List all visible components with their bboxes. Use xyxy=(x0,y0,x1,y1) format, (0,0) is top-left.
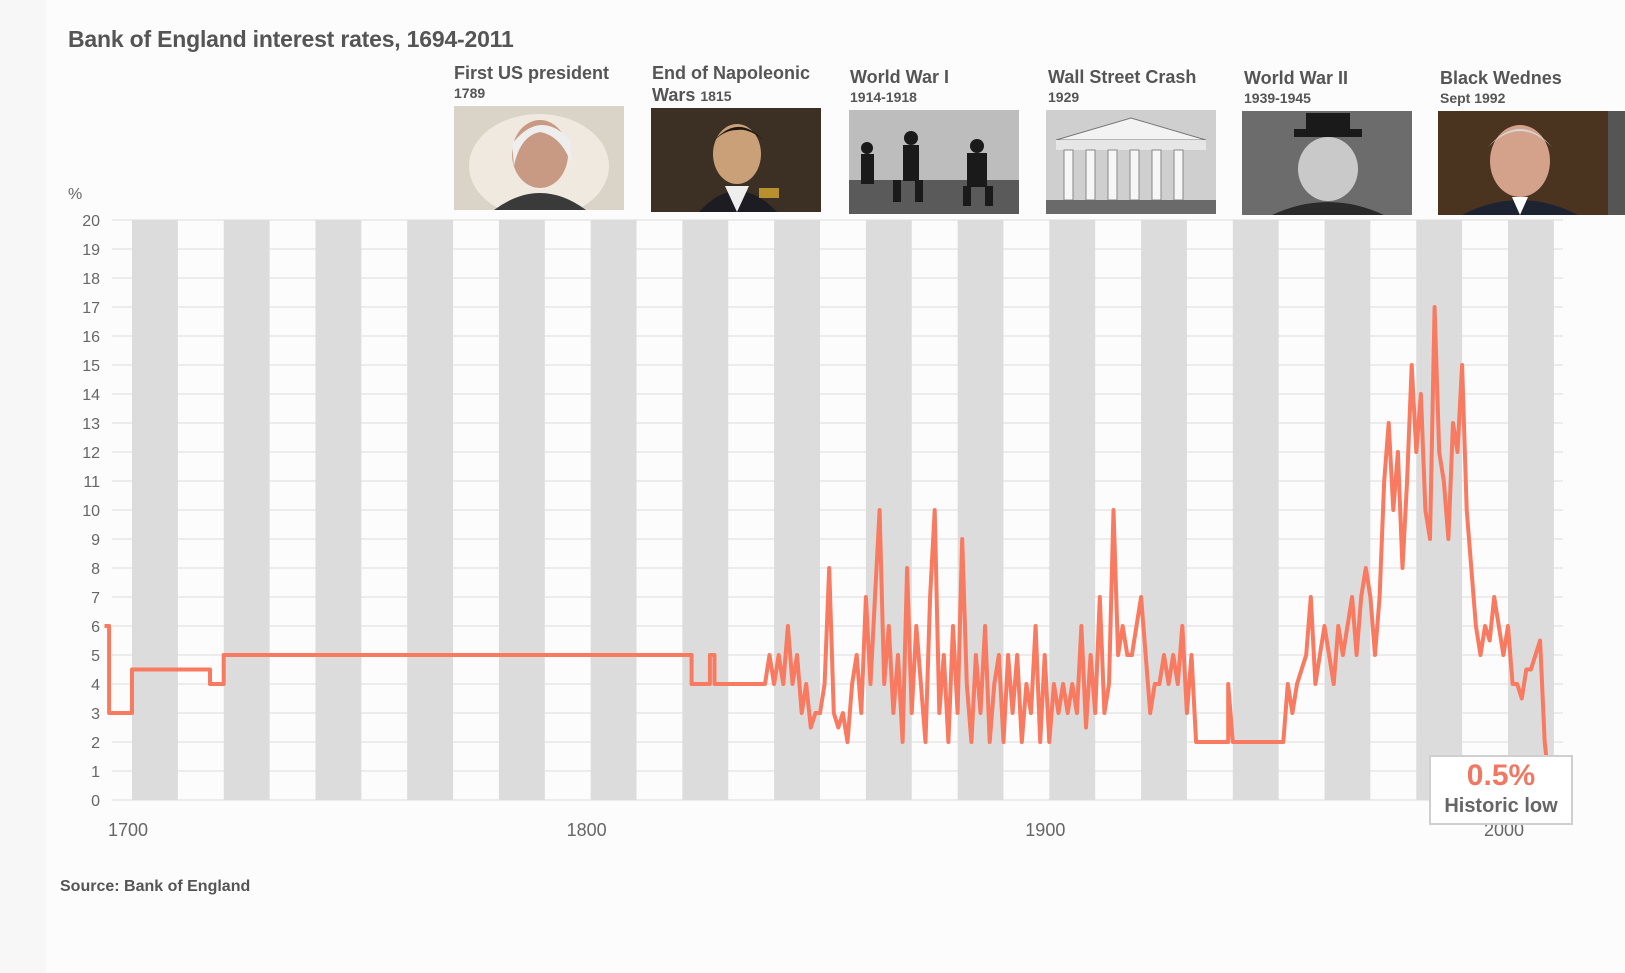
event-first-us-president: First US president 1789 xyxy=(454,62,609,102)
gridlines xyxy=(112,219,1563,801)
y-tick-label: 3 xyxy=(91,706,100,723)
annotation-text: Historic low xyxy=(1444,795,1558,817)
event-label: World War II xyxy=(1244,68,1349,88)
x-tick-label: 2000 xyxy=(1484,820,1524,840)
y-tick-label: 12 xyxy=(82,445,100,462)
photo-world-war-1 xyxy=(849,110,1019,214)
photo-wall-street xyxy=(1046,110,1216,214)
x-tick-label: 1700 xyxy=(108,820,148,840)
y-tick-label: 9 xyxy=(91,532,100,549)
y-tick-label: 20 xyxy=(82,213,100,230)
y-tick-label: 18 xyxy=(82,271,100,288)
event-date: 1914-1918 xyxy=(850,89,917,105)
y-tick-label: 8 xyxy=(91,561,100,578)
y-tick-label: 16 xyxy=(82,329,100,346)
y-tick-label: 5 xyxy=(91,648,100,665)
photo-washington xyxy=(454,106,624,210)
event-label: First US president xyxy=(454,63,610,83)
event-label-2: Wars 1815 xyxy=(652,85,732,105)
y-tick-label: 13 xyxy=(82,416,100,433)
event-label: End of Napoleonic xyxy=(652,63,811,83)
x-tick-labels: 1700 1800 1900 2000 xyxy=(108,820,1524,840)
event-date: 1815 xyxy=(700,88,732,104)
y-tick-label: 4 xyxy=(91,677,100,694)
y-tick-label: 7 xyxy=(91,590,100,607)
event-napoleonic-wars: End of Napoleonic Wars 1815 xyxy=(652,62,810,107)
y-tick-label: 2 xyxy=(91,735,100,752)
photo-black-wednesday xyxy=(1438,111,1625,215)
event-date: 1939-1945 xyxy=(1244,90,1311,106)
event-world-war-2: World War II 1939-1945 xyxy=(1244,67,1348,107)
y-tick-label: 10 xyxy=(82,503,100,520)
y-tick-label: 1 xyxy=(91,764,100,781)
y-tick-label: 6 xyxy=(91,619,100,636)
y-tick-label: 14 xyxy=(82,387,100,404)
chart-title: Bank of England interest rates, 1694-201… xyxy=(68,26,514,52)
event-world-war-1: World War I 1914-1918 xyxy=(850,66,949,106)
photo-churchill xyxy=(1242,111,1412,215)
event-label: Wall Street Crash xyxy=(1048,67,1197,87)
y-tick-label: 11 xyxy=(83,474,100,491)
photo-napoleon xyxy=(651,108,821,212)
event-black-wednesday: Black Wednes Sept 1992 xyxy=(1440,67,1562,107)
y-tick-label: 19 xyxy=(82,242,100,259)
event-label: World War I xyxy=(850,67,949,87)
event-wall-street-crash: Wall Street Crash 1929 xyxy=(1048,66,1196,106)
source-note: Source: Bank of England xyxy=(60,878,251,895)
x-tick-label: 1900 xyxy=(1025,820,1065,840)
annotation-value: 0.5% xyxy=(1466,759,1536,792)
y-tick-label: 15 xyxy=(82,358,100,375)
event-date: 1789 xyxy=(454,85,486,101)
x-tick-label: 1800 xyxy=(567,820,607,840)
event-label: Black Wednes xyxy=(1440,68,1562,88)
event-date: 1929 xyxy=(1048,89,1080,105)
y-tick-label: 17 xyxy=(82,300,100,317)
y-tick-label: 0 xyxy=(91,793,100,810)
interest-rate-line xyxy=(104,305,1559,788)
y-axis-unit: % xyxy=(68,186,83,203)
event-date: Sept 1992 xyxy=(1440,90,1506,106)
historic-low-annotation: 0.5% Historic low xyxy=(1429,755,1573,825)
